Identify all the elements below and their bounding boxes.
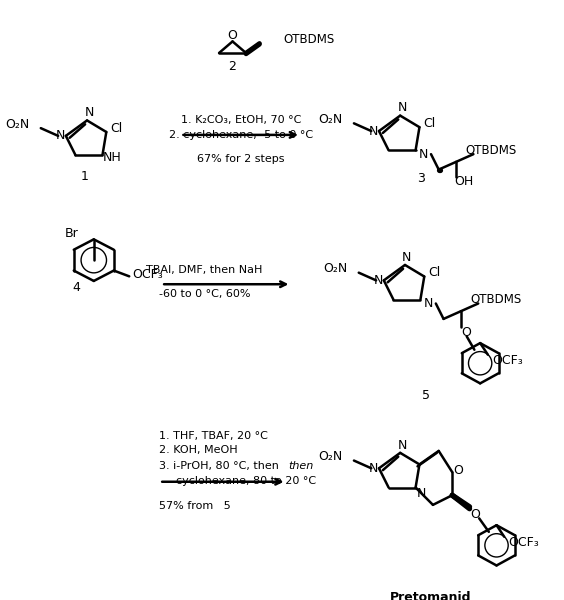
Text: Pretomanid: Pretomanid: [390, 591, 472, 600]
Text: 2. KOH, MeOH: 2. KOH, MeOH: [159, 445, 238, 455]
Text: Cl: Cl: [428, 266, 440, 279]
Text: OTBDMS: OTBDMS: [284, 33, 335, 46]
Text: 57% from   5: 57% from 5: [159, 501, 231, 511]
Text: O₂N: O₂N: [318, 113, 342, 126]
Text: 3. i-PrOH, 80 °C, then: 3. i-PrOH, 80 °C, then: [159, 461, 279, 472]
Text: OCF₃: OCF₃: [492, 354, 522, 367]
Text: then: then: [288, 461, 314, 472]
Text: Br: Br: [65, 227, 78, 239]
Text: N: N: [417, 487, 426, 500]
Text: -60 to 0 °C, 60%: -60 to 0 °C, 60%: [159, 289, 250, 299]
Text: OH: OH: [454, 175, 473, 188]
Text: 1. K₂CO₃, EtOH, 70 °C: 1. K₂CO₃, EtOH, 70 °C: [181, 115, 301, 125]
Text: 1: 1: [80, 170, 88, 183]
Text: 2. cyclohexane, -5 to 0 °C: 2. cyclohexane, -5 to 0 °C: [169, 130, 313, 140]
Text: N: N: [55, 130, 65, 142]
Text: N: N: [84, 106, 94, 119]
Text: OCF₃: OCF₃: [508, 536, 539, 549]
Text: N: N: [373, 274, 383, 287]
Text: OTBDMS: OTBDMS: [465, 144, 517, 157]
Text: OTBDMS: OTBDMS: [470, 293, 521, 306]
Text: O₂N: O₂N: [323, 262, 347, 275]
Text: O: O: [228, 29, 237, 42]
Text: 1. THF, TBAF, 20 °C: 1. THF, TBAF, 20 °C: [159, 431, 268, 440]
Text: N: N: [402, 251, 412, 264]
Text: 4: 4: [73, 281, 81, 293]
Text: N: N: [398, 439, 407, 452]
Text: N: N: [418, 148, 428, 161]
Text: O: O: [453, 464, 463, 476]
Text: O₂N: O₂N: [5, 118, 29, 131]
Text: 67% for 2 steps: 67% for 2 steps: [197, 154, 285, 164]
Text: 2: 2: [228, 60, 236, 73]
Text: NH: NH: [103, 151, 121, 164]
Text: cyclohexane, 80 to 20 °C: cyclohexane, 80 to 20 °C: [175, 476, 316, 486]
Text: N: N: [424, 297, 433, 310]
Text: N: N: [368, 125, 378, 137]
Text: OCF₃: OCF₃: [132, 268, 163, 281]
Text: Cl: Cl: [110, 122, 122, 134]
Text: Cl: Cl: [423, 117, 435, 130]
Text: TBAI, DMF, then NaH: TBAI, DMF, then NaH: [147, 265, 263, 275]
Text: 3: 3: [417, 172, 425, 185]
Text: 5: 5: [422, 389, 430, 401]
Text: O₂N: O₂N: [318, 450, 342, 463]
Text: O: O: [462, 326, 472, 339]
Text: O: O: [470, 508, 481, 521]
Text: N: N: [368, 462, 378, 475]
Text: N: N: [398, 101, 407, 115]
